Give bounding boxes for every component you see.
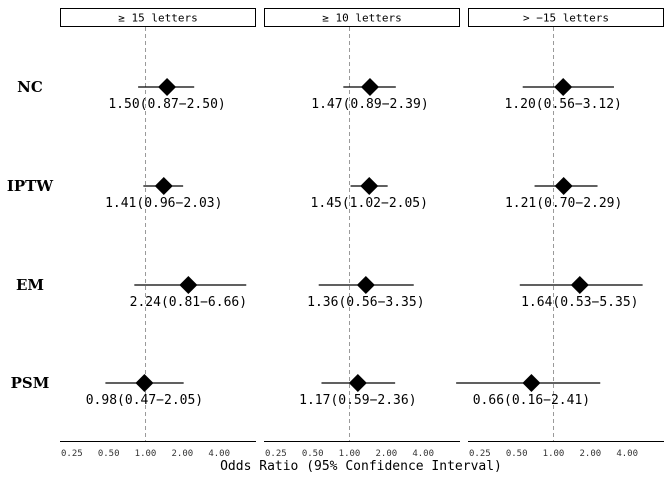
panel-strip-label: ≥ 10 letters xyxy=(322,12,401,25)
panel-2: ≥ 10 letters 0.25 0.50 1.00 2.00 4.00 1.47(0.8… xyxy=(264,8,460,459)
x-tick-label: 0.50 xyxy=(302,449,324,459)
row-labels-group: NC IPTW EM PSM xyxy=(7,78,54,392)
x-tick-label: 1.00 xyxy=(543,449,565,459)
estimate-label: 2.24(0.81−6.66) xyxy=(130,295,247,310)
or-marker xyxy=(360,78,379,96)
x-tick-label: 1.00 xyxy=(339,449,361,459)
panel-strip xyxy=(60,8,256,27)
estimate-label: 1.20(0.56−3.12) xyxy=(504,97,621,112)
x-tick-label: 2.00 xyxy=(375,449,397,459)
x-tick-label: 0.25 xyxy=(265,449,287,459)
estimate-label: 1.45(1.02−2.05) xyxy=(311,196,428,211)
estimate-label: 1.17(0.59−2.36) xyxy=(299,393,416,408)
x-tick-label: 4.00 xyxy=(616,449,638,459)
panel-1: ≥ 15 letters 0.25 0.50 1.00 2.00 4.00 1.50(0.8… xyxy=(60,8,256,459)
x-tick-label: 1.00 xyxy=(135,449,157,459)
estimate-label: 0.98(0.47−2.05) xyxy=(86,393,203,408)
x-tick-label: 4.00 xyxy=(208,449,230,459)
x-tick-label: 0.25 xyxy=(469,449,491,459)
estimate-label: 1.41(0.96−2.03) xyxy=(105,196,222,211)
row-label-iptw: IPTW xyxy=(7,177,54,195)
or-marker xyxy=(356,276,375,294)
row-label-psm: PSM xyxy=(11,374,50,392)
panels-group: ≥ 15 letters 0.25 0.50 1.00 2.00 4.00 1.50(0.8… xyxy=(60,8,664,459)
or-marker xyxy=(179,276,198,294)
panel-strip-label: ≥ 15 letters xyxy=(118,12,197,25)
or-marker xyxy=(348,374,367,392)
x-tick-label: 0.25 xyxy=(61,449,83,459)
x-tick-label: 2.00 xyxy=(579,449,601,459)
row-label-em: EM xyxy=(16,276,44,294)
estimate-label: 1.64(0.53−5.35) xyxy=(521,295,638,310)
estimate-label: 1.36(0.56−3.35) xyxy=(307,295,424,310)
x-axis-title: Odds Ratio (95% Confidence Interval) xyxy=(220,459,502,474)
or-marker xyxy=(554,177,573,195)
x-tick-label: 4.00 xyxy=(412,449,434,459)
estimate-label: 1.50(0.87−2.50) xyxy=(108,97,225,112)
estimate-label: 1.47(0.89−2.39) xyxy=(311,97,428,112)
or-marker xyxy=(554,78,573,96)
estimate-label: 1.21(0.70−2.29) xyxy=(505,196,622,211)
estimate-label: 0.66(0.16−2.41) xyxy=(473,393,590,408)
x-tick-label: 0.50 xyxy=(98,449,120,459)
or-marker xyxy=(570,276,589,294)
or-marker xyxy=(522,374,541,392)
panel-strip xyxy=(264,8,460,27)
row-label-nc: NC xyxy=(17,78,43,96)
panel-3: > −15 letters 0.25 0.50 1.00 2.00 4.00 1.20(0.… xyxy=(456,8,664,459)
x-tick-label: 2.00 xyxy=(171,449,193,459)
panel-strip-label: > −15 letters xyxy=(523,12,609,25)
or-marker xyxy=(135,374,154,392)
or-marker xyxy=(360,177,379,195)
or-marker xyxy=(154,177,173,195)
x-tick-label: 0.50 xyxy=(506,449,528,459)
or-marker xyxy=(158,78,177,96)
panel-strip xyxy=(468,8,664,27)
